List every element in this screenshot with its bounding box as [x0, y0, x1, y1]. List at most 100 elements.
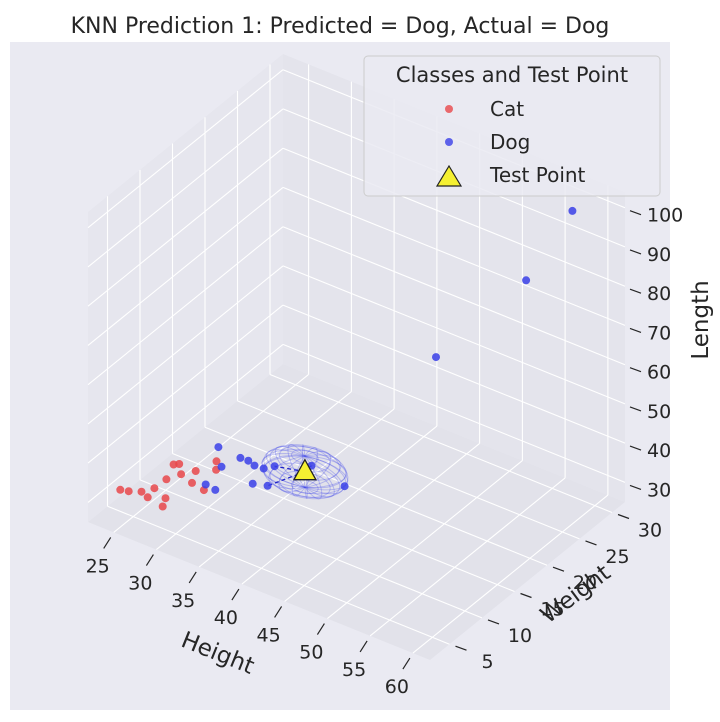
sphere-longitude-line	[268, 455, 305, 490]
x-tick-label: 55	[342, 659, 366, 681]
z-tick-label: 90	[647, 244, 671, 266]
sphere-latitude-line	[278, 470, 331, 498]
y-tick-label: 30	[638, 520, 662, 542]
cat-point	[137, 487, 146, 496]
y-tick	[520, 592, 532, 599]
grid-line-x-floor	[198, 408, 395, 568]
dog-point	[244, 456, 253, 465]
grid-line-x-floor	[241, 425, 438, 585]
z-tick-label: 40	[647, 440, 671, 462]
grid-line-z-side	[87, 147, 284, 307]
z-tick-label: 30	[647, 479, 671, 501]
dog-point	[263, 481, 272, 490]
z-tick	[629, 406, 642, 412]
y-tick-label: 20	[573, 572, 597, 594]
z-tick	[629, 249, 642, 255]
x-tick	[231, 588, 240, 601]
cat-point	[143, 493, 152, 502]
grid-line-y-floor	[172, 452, 515, 593]
z-tick	[629, 288, 642, 294]
cat-point	[158, 502, 167, 511]
grid-line-x-floor	[284, 442, 480, 602]
y-tick-label: 15	[540, 599, 564, 621]
grid-lines	[87, 64, 626, 654]
legend-test-point-marker	[435, 164, 463, 187]
x-tick-label: 25	[86, 555, 110, 577]
sphere-longitude-line	[274, 445, 306, 488]
z-tick-label: 80	[647, 283, 671, 305]
y-tick	[455, 645, 467, 651]
data-points	[116, 206, 577, 511]
sphere-latitude-line	[261, 449, 349, 495]
grid-line-y-floor	[237, 400, 580, 540]
x-tick-label: 60	[385, 676, 409, 698]
tick-labels: 25 30 35 40 45 50 55 60 5 10 15 20 25 30 30 40 50 60 70 80 9…	[86, 205, 684, 698]
grid-line-z-back	[282, 265, 626, 405]
sphere-longitude-line	[304, 454, 342, 488]
x-tick	[359, 640, 368, 653]
sphere-latitude-line	[290, 479, 319, 495]
axis-ticks	[103, 210, 642, 670]
sphere-longitude-line	[304, 455, 335, 498]
grid-line-z-side	[87, 265, 284, 425]
sphere-latitude-line	[263, 445, 347, 489]
y-tick	[487, 619, 500, 625]
z-tick-label: 60	[647, 362, 671, 384]
grid-line-z-back	[282, 304, 626, 444]
x-tick	[274, 606, 283, 618]
y-tick-label: 25	[605, 546, 629, 568]
x-tick	[145, 554, 154, 566]
dog-point	[250, 461, 259, 470]
cat-point	[162, 475, 171, 484]
x-tick-label: 30	[128, 573, 152, 595]
x-tick-label: 40	[214, 607, 238, 629]
sphere-longitude-line	[291, 455, 306, 497]
dog-point	[270, 462, 279, 471]
sphere-longitude-line	[278, 455, 306, 493]
sphere-longitude-line	[304, 450, 332, 488]
x-tick	[402, 657, 411, 670]
z-tick-label: 50	[647, 401, 671, 423]
grid-line-y-floor	[139, 479, 483, 619]
x-tick-label: 50	[299, 642, 323, 664]
legend-cat-label: Cat	[490, 97, 524, 121]
sphere-longitude-line	[304, 455, 348, 489]
grid-line-z-back	[282, 186, 626, 326]
legend-box	[363, 55, 661, 197]
dog-point	[211, 485, 220, 494]
legend-dog-label: Dog	[490, 130, 530, 154]
y-tick-label: 5	[481, 651, 493, 673]
y-tick	[617, 513, 630, 520]
cat-point	[150, 484, 159, 493]
cat-point	[177, 470, 186, 479]
chart-title: KNN Prediction 1: Predicted = Dog, Actua…	[71, 14, 610, 39]
grid-line-z-back	[282, 147, 626, 287]
grid-line-z-side	[87, 343, 284, 503]
grid-line-z-back	[282, 226, 626, 366]
dog-point	[236, 453, 245, 462]
z-tick	[629, 445, 642, 451]
dog-point	[522, 276, 531, 285]
grid-line-x-floor	[156, 391, 352, 551]
legend-title: Classes and Test Point	[396, 63, 628, 87]
grid-line-x-floor	[113, 373, 309, 533]
dog-point	[248, 479, 257, 488]
dog-point	[217, 462, 226, 471]
dog-point	[214, 443, 223, 452]
grid-line-z-side	[87, 304, 284, 464]
sphere-longitude-line	[304, 455, 349, 491]
cat-point	[161, 494, 170, 503]
grid-line-z-side	[87, 226, 284, 386]
legend-dog-marker	[445, 138, 453, 146]
grid-line-x-floor	[412, 494, 609, 654]
z-tick-label: 70	[647, 322, 671, 344]
test-point-group	[292, 458, 317, 481]
z-tick	[629, 327, 642, 333]
grid-line-x-floor	[369, 477, 566, 637]
dog-point	[340, 482, 349, 491]
sphere-latitude-line	[263, 455, 347, 499]
cat-point	[188, 478, 196, 487]
dog-point	[432, 353, 440, 362]
grid-line-y-floor	[107, 505, 450, 645]
floor-pane	[88, 364, 625, 660]
